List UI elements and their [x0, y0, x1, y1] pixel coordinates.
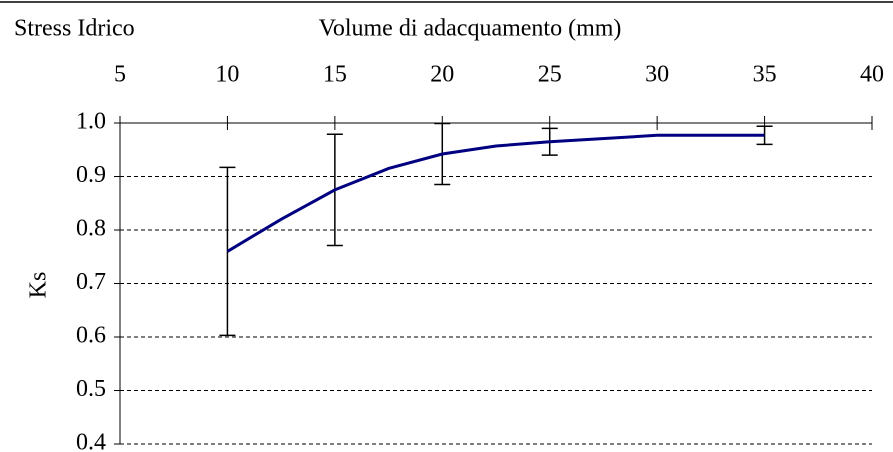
x-tick-label: 5 [114, 62, 126, 88]
x-tick-label: 30 [645, 62, 669, 88]
y-tick-label: 0.4 [76, 430, 106, 452]
x-tick-label: 20 [430, 62, 454, 88]
y-tick-label: 0.7 [76, 269, 106, 295]
y-tick-label: 1.0 [76, 109, 106, 135]
x-tick-label: 35 [753, 62, 777, 88]
y-tick-label: 0.8 [76, 216, 106, 242]
x-tick-label: 25 [538, 62, 562, 88]
y-axis-title: Ks [26, 272, 52, 299]
x-tick-label: 10 [215, 62, 239, 88]
y-tick-label: 0.5 [76, 376, 106, 402]
data-line [226, 133, 765, 253]
x-axis-title: Volume di adacquamento (mm) [319, 16, 622, 42]
chart-title: Stress Idrico [14, 16, 135, 42]
y-tick-label: 0.9 [76, 162, 106, 188]
y-tick-label: 0.6 [76, 323, 106, 349]
x-tick-label: 40 [860, 62, 884, 88]
x-tick-label: 15 [323, 62, 347, 88]
